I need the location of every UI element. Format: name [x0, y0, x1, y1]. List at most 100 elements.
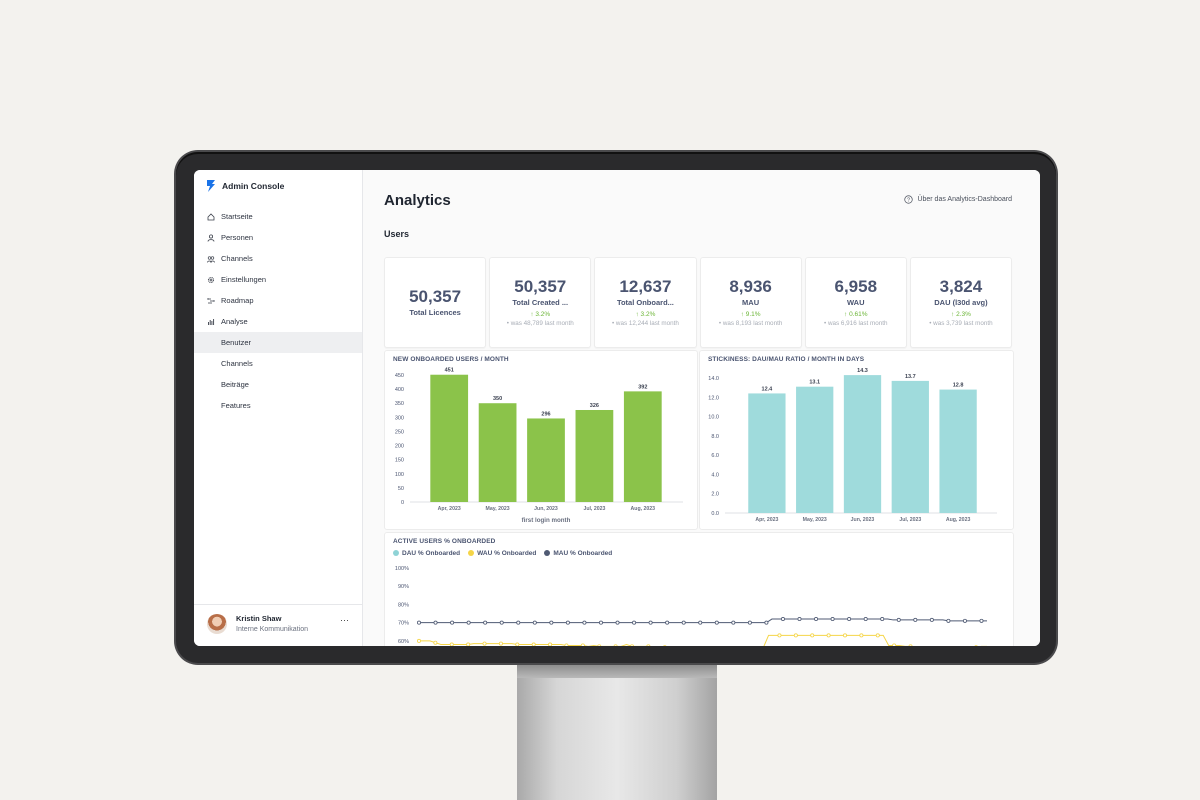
x-tick-label: Aug, 2023 [631, 506, 656, 512]
kpi-delta-value: 3.2% [535, 311, 551, 318]
data-point [630, 644, 634, 646]
sidebar-item-personen[interactable]: Personen [194, 227, 362, 248]
kpi-card-total-created[interactable]: 50,357 Total Created ... ↑ 3.2% • was 48… [489, 257, 592, 348]
legend-item-wau[interactable]: WAU % Onboarded [468, 550, 536, 557]
data-point [417, 638, 422, 643]
kpi-row: 50,357 Total Licences 50,357 Total Creat… [384, 257, 1013, 348]
sidebar-item-channels[interactable]: Channels [194, 248, 362, 269]
bar-value-label: 326 [590, 403, 599, 409]
bar-value-label: 392 [638, 384, 647, 390]
bar [623, 391, 662, 502]
kpi-card-mau[interactable]: 8,936 MAU ↑ 9.1% • was 8,193 last month [699, 257, 802, 348]
avatar [207, 614, 227, 634]
chart-title: STICKINESS: DAU/MAU RATIO / MONTH IN DAY… [708, 356, 865, 363]
x-tick-label: Jul, 2023 [899, 517, 921, 523]
kpi-label: DAU (l30d avg) [934, 298, 988, 307]
sidebar-item-label: Einstellungen [221, 275, 267, 284]
legend-item-mau[interactable]: MAU % Onboarded [544, 550, 612, 557]
app-title: Admin Console [222, 181, 285, 191]
data-point [466, 620, 471, 625]
sidebar-item-startseite[interactable]: Startseite [194, 206, 362, 227]
y-tick-label: 250 [395, 429, 404, 435]
sidebar-item-einstellungen[interactable]: Einstellungen [194, 269, 362, 290]
data-point [516, 620, 521, 625]
monitor-stand-shadow [517, 660, 717, 678]
kpi-delta: ↑ 3.2% [595, 311, 695, 318]
arrow-up-icon: ↑ [844, 311, 848, 318]
y-tick-label: 0 [401, 500, 404, 506]
bar [891, 380, 929, 513]
kpi-card-total-licences[interactable]: 50,357 Total Licences [384, 257, 487, 348]
about-analytics-link[interactable]: ? Über das Analytics-Dashboard [904, 195, 1012, 204]
y-tick-label: 12.0 [708, 395, 719, 401]
data-point [777, 633, 782, 638]
y-tick-label: 100% [395, 566, 409, 572]
sidebar-item-label: Channels [221, 359, 253, 368]
data-point [875, 633, 880, 638]
section-title: Users [384, 229, 410, 239]
sidebar-subitem-benutzer[interactable]: Benutzer [194, 332, 362, 353]
data-point [466, 642, 471, 646]
data-point [929, 617, 934, 622]
data-point [433, 640, 438, 645]
data-point [793, 633, 798, 638]
data-point [613, 644, 618, 646]
data-point [780, 617, 785, 622]
x-tick-label: Apr, 2023 [755, 517, 778, 523]
bar-value-label: 12.4 [762, 386, 774, 392]
more-options-button[interactable]: ··· [340, 615, 349, 625]
y-tick-label: 150 [395, 458, 404, 464]
data-point [483, 620, 488, 625]
legend-item-dau[interactable]: DAU % Onboarded [393, 550, 460, 557]
kpi-card-total-onboarded[interactable]: 12,637 Total Onboard... ↑ 3.2% • was 12,… [594, 257, 697, 348]
kpi-label: Total Created ... [512, 298, 569, 307]
app-brand[interactable]: Admin Console [206, 180, 284, 192]
user-profile[interactable]: Kristin Shaw Interne Kommunikation ··· [194, 604, 362, 646]
main-content: Analytics ? Über das Analytics-Dashboard… [363, 170, 1040, 646]
data-point [580, 643, 585, 646]
svg-text:?: ? [907, 197, 910, 203]
data-point [549, 620, 554, 625]
kpi-card-dau[interactable]: 3,824 DAU (l30d avg) ↑ 2.3% • was 3,739 … [909, 257, 1013, 348]
sidebar-item-label: Features [221, 401, 251, 410]
sidebar-item-label: Benutzer [221, 338, 252, 347]
kpi-label: Total Onboard... [616, 298, 674, 307]
data-point [892, 643, 897, 646]
kpi-value: 50,357 [514, 277, 567, 296]
x-tick-label: May, 2023 [803, 517, 827, 523]
data-point [863, 617, 868, 622]
bar-value-label: 12.8 [953, 383, 964, 389]
sidebar-subitem-channels[interactable]: Channels [194, 353, 362, 374]
series-line [419, 618, 987, 624]
sidebar-item-roadmap[interactable]: Roadmap [194, 290, 362, 311]
sidebar-item-analyse[interactable]: Analyse [194, 311, 362, 332]
y-tick-label: 50 [398, 486, 404, 492]
sidebar-subitem-features[interactable]: Features [194, 395, 362, 416]
data-point [531, 642, 536, 646]
bar [527, 418, 565, 502]
data-point [830, 617, 835, 622]
legend-label: DAU % Onboarded [402, 550, 461, 557]
data-point [747, 620, 752, 625]
data-point [449, 642, 454, 646]
data-point [797, 617, 802, 622]
bar [478, 403, 517, 502]
data-point [564, 643, 569, 646]
kpi-previous: • was 6,916 last month [824, 320, 888, 327]
screen: Admin Console Startseite Personen Channe… [194, 170, 1040, 646]
data-point [731, 620, 736, 625]
data-point [698, 620, 703, 625]
sidebar-subitem-beitraege[interactable]: Beiträge [194, 374, 362, 395]
data-point [962, 618, 967, 623]
bar [748, 393, 786, 513]
data-point [565, 620, 570, 625]
data-point [681, 620, 686, 625]
gear-icon [207, 276, 215, 283]
kpi-card-wau[interactable]: 6,958 WAU ↑ 0.61% • was 6,916 last month [804, 257, 907, 348]
kpi-label: Total Licences [409, 308, 461, 317]
data-point [582, 620, 587, 625]
about-analytics-label: Über das Analytics-Dashboard [917, 196, 1012, 203]
home-icon [207, 212, 215, 220]
data-point [714, 620, 719, 625]
data-point [615, 620, 620, 625]
